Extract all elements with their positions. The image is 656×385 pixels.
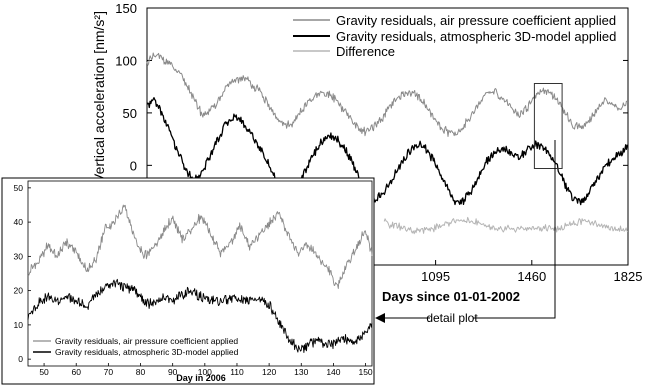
detail-x-ticks: 50 60 70 80 90 100 110 120 130 140 150 [39, 363, 373, 377]
main-x-tick-label: 1095 [421, 269, 450, 284]
detail-series [27, 204, 373, 354]
detail-x-tick-label: 100 [198, 367, 212, 377]
detail-x-tick-label: 70 [104, 367, 114, 377]
callout-line [473, 140, 556, 319]
legend-label-atmospheric-3d: Gravity residuals, atmospheric 3D-model … [336, 29, 616, 44]
detail-panel-background [1, 177, 375, 385]
detail-y-tick-label: 20 [14, 286, 24, 296]
detail-callout: detail plot [375, 140, 556, 325]
main-x-tick-label: 1825 [614, 269, 643, 284]
main-y-tick-label: 0 [130, 158, 137, 173]
detail-chart: 0 10 20 30 40 50 50 60 70 80 90 100 110 120 130 140 150… [1, 177, 375, 385]
main-y-tick-label: 150 [115, 1, 137, 16]
detail-x-tick-label: 80 [136, 367, 146, 377]
main-legend: Gravity residuals, air pressure coeffici… [293, 13, 616, 59]
main-series [146, 52, 629, 235]
main-y-tick-label: 50 [123, 106, 137, 121]
detail-x-tick-label: 50 [39, 367, 49, 377]
callout-arrow-head [375, 313, 385, 323]
detail-x-tick-label: 120 [262, 367, 276, 377]
detail-legend-label-air-pressure: Gravity residuals, air pressure coeffici… [55, 336, 238, 346]
detail-y-tick-label: 10 [14, 320, 24, 330]
main-y-ticks: 150 100 50 0 [115, 1, 628, 173]
detail-series-line-0 [27, 204, 373, 289]
detail-x-tick-label: 140 [326, 367, 340, 377]
detail-x-tick-label: 90 [168, 367, 178, 377]
legend-label-difference: Difference [336, 44, 395, 59]
callout-label: detail plot [426, 311, 478, 325]
main-y-axis-label: Vertical acceleration [nm/s²] [91, 11, 107, 183]
detail-x-tick-label: 150 [358, 367, 372, 377]
detail-series-line-1 [27, 278, 373, 354]
main-x-axis-label: Days since 01-01-2002 [382, 289, 520, 304]
detail-legend: Gravity residuals, air pressure coeffici… [33, 336, 239, 357]
detail-y-tick-label: 30 [14, 251, 24, 261]
detail-x-tick-label: 110 [230, 367, 244, 377]
main-x-ticks: 1095 1460 1825 [421, 260, 642, 284]
detail-x-tick-label: 60 [71, 367, 81, 377]
detail-x-tick-label: 130 [294, 367, 308, 377]
legend-label-air-pressure: Gravity residuals, air pressure coeffici… [336, 13, 616, 28]
detail-window-box [533, 83, 563, 169]
detail-x-axis-label: Day in 2006 [176, 373, 226, 383]
detail-y-tick-label: 50 [14, 183, 24, 193]
detail-y-tick-label: 40 [14, 217, 24, 227]
detail-y-tick-label: 0 [18, 354, 23, 364]
main-series-line-0 [146, 52, 629, 137]
detail-y-ticks: 0 10 20 30 40 50 [14, 183, 31, 364]
main-series-line-1 [146, 97, 629, 206]
main-y-tick-label: 100 [115, 53, 137, 68]
detail-legend-label-atmospheric-3d: Gravity residuals, atmospheric 3D-model … [55, 347, 239, 357]
main-x-tick-label: 1460 [517, 269, 546, 284]
detail-plot-frame [27, 180, 373, 367]
main-series-line-2 [383, 216, 629, 235]
